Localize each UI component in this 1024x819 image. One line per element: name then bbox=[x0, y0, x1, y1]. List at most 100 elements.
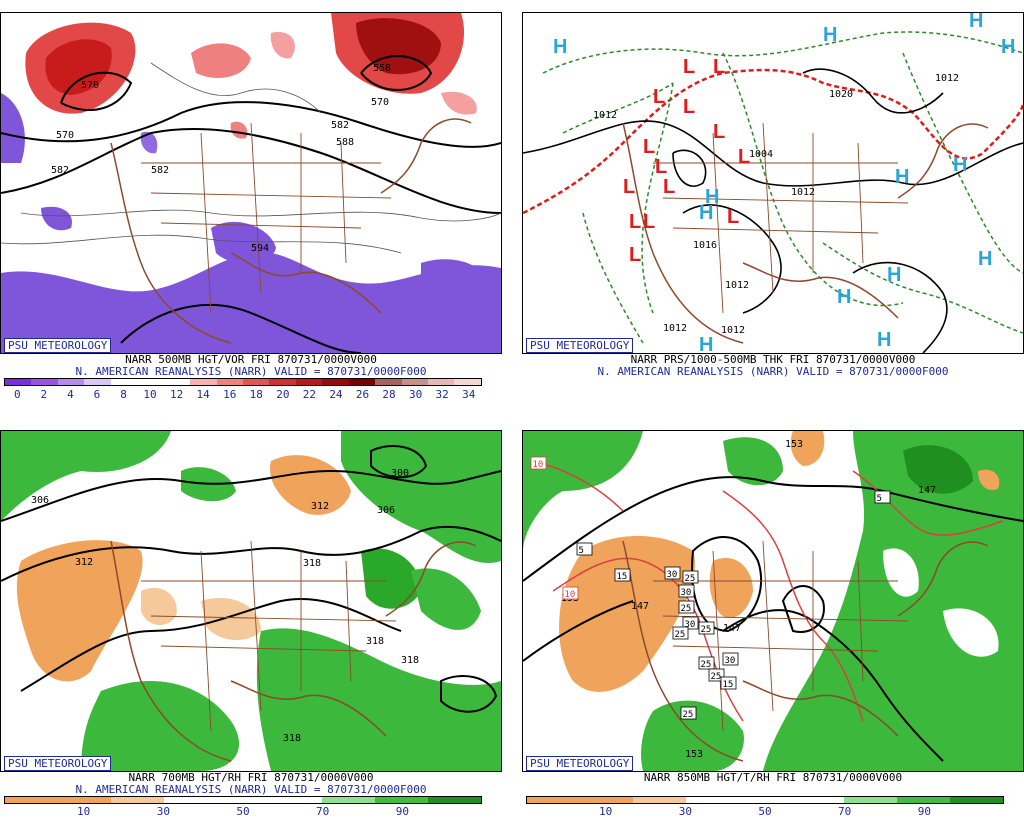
colorbar-swatch bbox=[375, 797, 429, 803]
vort-positive-area bbox=[45, 39, 112, 95]
colorbar-swatch bbox=[897, 797, 951, 803]
height-label: 306 bbox=[31, 495, 49, 506]
isobar-label: 1012 bbox=[935, 73, 959, 84]
psu-badge: PSU METEOROLOGY bbox=[526, 338, 634, 353]
height-label: 312 bbox=[75, 557, 93, 568]
high-pressure-marker: H bbox=[887, 264, 901, 286]
colorbar-swatch bbox=[31, 379, 58, 385]
height-label: 147 bbox=[918, 485, 936, 496]
high-pressure-marker: H bbox=[978, 248, 992, 270]
temperature-label: 5 bbox=[579, 546, 584, 556]
temperature-label-box bbox=[682, 570, 699, 584]
vort-negative-area bbox=[211, 221, 276, 264]
temperature-label: 25 bbox=[675, 630, 686, 640]
isobar-label: 1012 bbox=[721, 325, 745, 336]
colorbar bbox=[526, 796, 1004, 804]
colorbar-swatch bbox=[84, 379, 111, 385]
colorbar-swatch bbox=[401, 379, 428, 385]
isobar-label: 1012 bbox=[593, 110, 617, 121]
colorbar-tick-label: 50 bbox=[758, 805, 772, 818]
temperature-label-box bbox=[530, 456, 547, 470]
height-label: 570 bbox=[56, 130, 74, 141]
vort-contour bbox=[20, 209, 501, 222]
colorbar-tick-label: 20 bbox=[276, 388, 290, 401]
height-label: 558 bbox=[373, 63, 391, 74]
vort-negative-area bbox=[140, 131, 158, 154]
height-label: 582 bbox=[151, 165, 169, 176]
colorbar-tick-label: 30 bbox=[408, 388, 423, 401]
low-pressure-marker: L bbox=[713, 56, 725, 78]
isobar-label: 1012 bbox=[725, 280, 749, 291]
colorbar-swatch bbox=[110, 797, 164, 803]
temperature-contour bbox=[722, 490, 864, 722]
low-pressure-marker: L bbox=[683, 56, 695, 78]
thickness-contour bbox=[722, 52, 904, 307]
temperature-label-box bbox=[722, 652, 739, 666]
temperature-label: 30 bbox=[667, 570, 678, 580]
state-borders bbox=[141, 540, 397, 732]
height-contour bbox=[120, 304, 362, 353]
colorbar-tick-label: 90 bbox=[917, 805, 931, 818]
temperature-label: 10 bbox=[533, 460, 544, 470]
temperature-label-box bbox=[720, 676, 737, 690]
colorbar-swatch bbox=[322, 379, 349, 385]
temperature-label: 25 bbox=[685, 574, 696, 584]
height-label: 153 bbox=[685, 749, 703, 760]
psu-badge: PSU METEOROLOGY bbox=[4, 338, 112, 353]
temperature-label: 25 bbox=[683, 710, 694, 720]
height-contour bbox=[1, 101, 501, 148]
colorbar-tick-label: 26 bbox=[355, 388, 370, 401]
height-label: 594 bbox=[251, 243, 269, 254]
height-contour bbox=[691, 536, 763, 633]
colorbar-swatch bbox=[632, 797, 686, 803]
map-500mb: 570 582 594 570 582 558 570 588 582 bbox=[0, 12, 502, 354]
chart-subtitle: N. AMERICAN REANALYSIS (NARR) VALID = 87… bbox=[597, 365, 949, 378]
high-pressure-marker: H bbox=[1001, 36, 1015, 58]
low-pressure-marker: L bbox=[683, 96, 695, 118]
colorbar-tick-label: 14 bbox=[196, 388, 210, 401]
map-850mb: 153 147 147 153 153 147 1015302530253025… bbox=[522, 430, 1024, 772]
colorbar-tick-label: 22 bbox=[302, 388, 316, 401]
humidity-moist-area bbox=[523, 431, 643, 551]
isobar-label: 1016 bbox=[693, 240, 717, 251]
temperature-label-box bbox=[562, 586, 579, 600]
psu-badge: PSU METEOROLOGY bbox=[4, 756, 112, 771]
humidity-moist-area bbox=[723, 437, 783, 486]
height-contour bbox=[440, 675, 498, 713]
temperature-label-box bbox=[678, 584, 695, 598]
low-pressure-marker: L bbox=[643, 136, 655, 158]
vort-positive-area bbox=[230, 121, 248, 139]
temperature-label-box bbox=[576, 542, 593, 556]
height-contour bbox=[60, 71, 133, 112]
colorbar-swatch bbox=[190, 379, 217, 385]
colorbar-tick-label: 30 bbox=[678, 805, 692, 818]
colorbar-swatch bbox=[137, 379, 164, 385]
humidity-gap bbox=[943, 608, 999, 657]
chart-title: NARR 700MB HGT/RH FRI 870731/0000V000 bbox=[128, 771, 374, 784]
colorbar-tick-label: 6 bbox=[93, 388, 101, 401]
thickness-contour bbox=[582, 212, 644, 344]
humidity-dry-area bbox=[709, 557, 753, 619]
low-pressure-marker: L bbox=[653, 86, 665, 108]
temperature-label-box bbox=[678, 600, 695, 614]
colorbar-swatch bbox=[5, 379, 32, 385]
height-label: 312 bbox=[311, 501, 329, 512]
temperature-label-box bbox=[680, 706, 697, 720]
temperature-label: 10 bbox=[565, 590, 576, 600]
humidity-moist-area bbox=[763, 431, 1023, 771]
chart-title: NARR 500MB HGT/VOR FRI 870731/0000V000 bbox=[125, 353, 377, 366]
vort-negative-area bbox=[41, 206, 72, 231]
height-contour bbox=[523, 600, 944, 762]
panel-500mb-vorticity: 570 582 594 570 582 558 570 588 582 PSU … bbox=[0, 12, 502, 402]
colorbar-tick-label: 10 bbox=[143, 388, 157, 401]
coastline bbox=[622, 540, 989, 762]
colorbar-tick-label: 18 bbox=[249, 388, 263, 401]
humidity-moist-area bbox=[641, 700, 744, 771]
temperature-label: 30 bbox=[681, 588, 692, 598]
map-pressure-svg: H H H H H H H H H H H H H L L L L L L L bbox=[523, 13, 1023, 353]
colorbar bbox=[4, 796, 482, 804]
colorbar bbox=[4, 378, 482, 386]
colorbar-tick-label: 32 bbox=[435, 388, 449, 401]
height-label: 147 bbox=[723, 623, 741, 634]
